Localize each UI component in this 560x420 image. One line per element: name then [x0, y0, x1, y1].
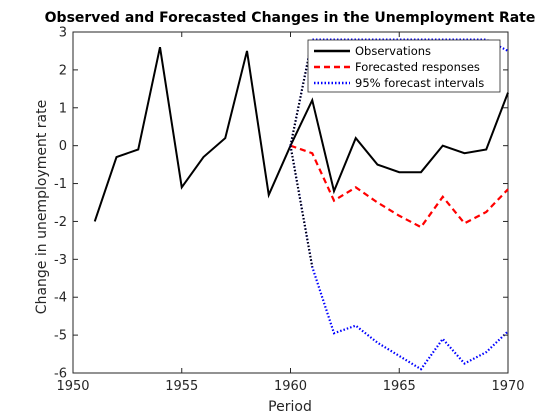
- y-tick-label: -2: [54, 215, 67, 230]
- legend-label-0: Observations: [355, 44, 431, 58]
- y-axis-label: Change in unemployment rate: [34, 100, 50, 314]
- series-line-forecasted-responses-1: [290, 144, 509, 229]
- series-line-95-forecast-intervals-3: [289, 38, 509, 146]
- y-tick-label: -5: [54, 329, 67, 344]
- x-tick-label: 1970: [491, 379, 524, 394]
- y-tick-label: 3: [59, 26, 67, 41]
- y-tick-label: -3: [54, 253, 67, 268]
- x-tick-label: 1955: [165, 379, 198, 394]
- x-axis-label: Period: [268, 399, 312, 415]
- y-tick-label: 0: [59, 139, 67, 154]
- chart-title: Observed and Forecasted Changes in the U…: [45, 10, 536, 26]
- legend: Observations Forecasted responses 95% fore…: [307, 39, 501, 93]
- legend-label-1: Forecasted responses: [355, 60, 480, 74]
- y-tick-label: -1: [54, 177, 67, 192]
- interval-start-segment-2: [289, 145, 314, 268]
- y-tick-label: -4: [54, 291, 67, 306]
- y-tick-label: 2: [59, 63, 67, 78]
- x-tick-label: 1960: [274, 379, 307, 394]
- series-layer: [93, 38, 509, 371]
- y-tick-label: -6: [54, 367, 67, 382]
- legend-label-2: 95% forecast intervals: [355, 76, 484, 90]
- interval-start-segment-3: [289, 39, 314, 146]
- x-tick-label: 1965: [383, 379, 416, 394]
- x-tick-label: 1950: [56, 379, 89, 394]
- series-line-observations-0: [93, 46, 509, 222]
- ticks-layer: 1950 1955 1960 1965 1970 -6 -5 -4 -3 -2 -1 0 1 2 3: [54, 26, 525, 395]
- y-tick-label: 1: [59, 101, 67, 116]
